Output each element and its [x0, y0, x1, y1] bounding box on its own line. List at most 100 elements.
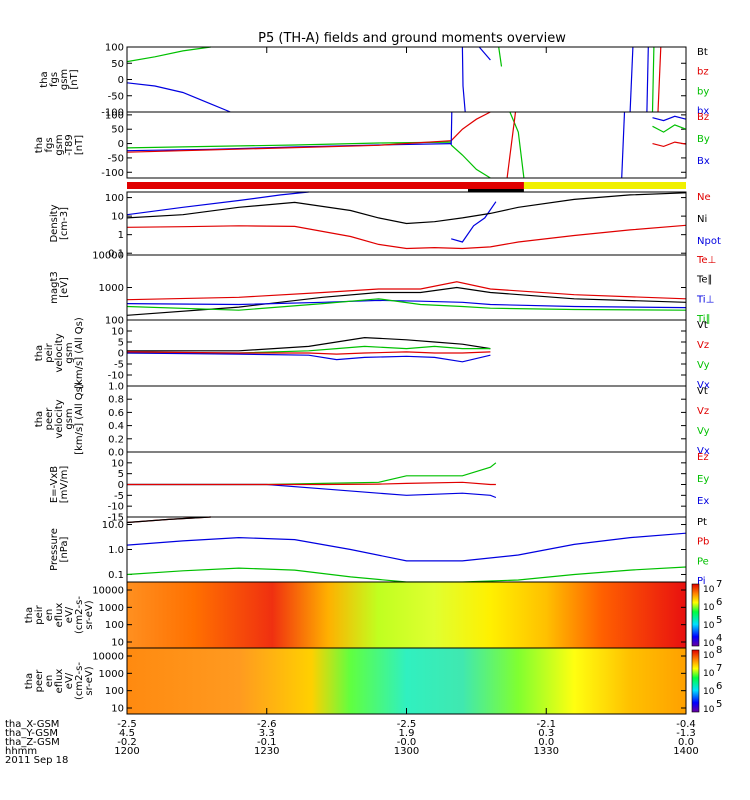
colorbar-tick-label: 10 [703, 687, 715, 697]
series-line-vz [126, 351, 491, 355]
legend-entry: Ez [697, 452, 709, 463]
series-line-vx [126, 352, 491, 363]
spectrogram-image [127, 582, 686, 648]
y-tick-label: 1000 [99, 603, 124, 614]
legend-entry: by [697, 86, 709, 97]
y-tick-label: 10 [111, 458, 124, 469]
x-tick-row-value: 1.9 [399, 728, 415, 739]
y-axis-label: [nPa] [59, 536, 70, 562]
y-tick-label: 100 [105, 193, 124, 204]
y-axis-label: eV/ [64, 672, 75, 689]
series-line-bz [657, 46, 662, 113]
series-line-ti⊥ [126, 299, 687, 309]
y-axis-label: eflux [54, 669, 65, 694]
mode-bar-segment [523, 182, 686, 189]
y-tick-label: 100 [105, 110, 124, 121]
series-line-ni [126, 192, 687, 225]
x-tick-row-value: -2.6 [257, 719, 277, 730]
legend-entry: Pb [697, 537, 709, 548]
y-axis-label: [km/s] (All Qs) [74, 317, 85, 389]
legend-entry: Vx [697, 380, 710, 391]
y-axis-label: fgs [44, 137, 55, 152]
y-axis-label: peir [44, 342, 55, 362]
x-tick-row-value: 0.3 [538, 728, 554, 739]
y-tick-label: -100 [101, 108, 124, 119]
y-tick-label: -10 [108, 371, 124, 382]
y-tick-label: -15 [108, 513, 124, 524]
series-line-bx [621, 111, 626, 179]
y-tick-label: 0 [118, 480, 124, 491]
colorbar-tick-label: 10 [703, 669, 715, 679]
x-unit-label: hhmm [5, 746, 37, 757]
series-line-bx [450, 111, 453, 146]
y-tick-label: 10000 [92, 586, 124, 597]
colorbar-tick-exponent: 5 [716, 615, 722, 626]
series-line-pt [126, 516, 211, 524]
y-tick-label: 100 [105, 686, 124, 697]
series-line-by [509, 111, 525, 179]
y-tick-label: 0 [118, 139, 124, 150]
y-axis-label: velocity [54, 333, 65, 372]
y-axis-label: gsm [59, 69, 70, 90]
y-tick-label: 0.6 [108, 408, 124, 419]
colorbar-tick-exponent: 7 [716, 579, 722, 590]
series-line-by [498, 46, 503, 67]
y-tick-label: -50 [108, 91, 124, 102]
y-axis-label: peir [34, 604, 45, 624]
legend-entry: Vz [697, 340, 709, 351]
series-line-bz [652, 141, 687, 148]
legend-entry: Npot [697, 236, 721, 247]
y-tick-label: 100 [105, 43, 124, 54]
x-tick-row-value: -2.5 [397, 719, 417, 730]
legend-entry: Vy [697, 360, 710, 371]
y-axis-label: [mV/m] [59, 466, 70, 504]
date-label: 2011 Sep 18 [5, 755, 68, 766]
series-line-pe [126, 566, 687, 583]
legend-entry: Pt [697, 517, 707, 528]
series-line-vt [127, 336, 491, 352]
colorbar-tick-label: 10 [703, 585, 715, 595]
panel-area [127, 386, 686, 452]
y-axis-label: tha [34, 137, 45, 153]
y-tick-label: 50 [111, 125, 124, 136]
y-axis-label: Pressure [49, 528, 60, 571]
y-tick-label: 10 [111, 212, 124, 223]
chart-title: P5 (TH-A) fields and ground moments over… [258, 31, 566, 46]
y-tick-label: 10.0 [102, 520, 124, 531]
y-tick-label: 100 [105, 620, 124, 631]
legend-entry: Vy [697, 426, 710, 437]
y-axis-label: eflux [54, 603, 65, 628]
legend-entry: Ex [697, 496, 709, 507]
y-tick-label: -50 [108, 153, 124, 164]
legend-entry: Vt [697, 320, 708, 331]
colorbar-tick-exponent: 6 [716, 681, 722, 692]
legend-entry: Vx [697, 446, 710, 457]
y-axis-label: tha [39, 71, 50, 87]
y-tick-label: 0 [118, 75, 124, 86]
y-tick-label: 0.1 [108, 570, 124, 581]
legend-entry: Ti∥ [696, 314, 711, 325]
mode-bar-segment [127, 182, 686, 189]
y-axis-label: (cm2-s- [74, 662, 85, 700]
y-axis-label: gsm [64, 408, 75, 429]
series-line-bx [461, 46, 466, 113]
panel-area [127, 47, 686, 112]
series-line-npot [451, 201, 497, 243]
legend-entry: Pi [697, 576, 706, 587]
y-tick-label: 0.2 [108, 434, 124, 445]
colorbar-tick-exponent: 6 [716, 597, 722, 608]
y-axis-label: en [44, 675, 55, 688]
y-axis-label: fgs [49, 72, 60, 87]
y-tick-label: -5 [114, 360, 124, 371]
x-row-label: tha_Y-GSM [5, 728, 58, 739]
x-tick-label: 1400 [673, 746, 698, 757]
series-line-by [450, 144, 491, 179]
x-tick-row-value: -0.2 [117, 737, 137, 748]
legend-entry: Vz [697, 406, 709, 417]
y-axis-label: (cm2-s- [74, 596, 85, 634]
legend-entry: bz [697, 67, 709, 78]
y-axis-label: sr-eV) [84, 600, 95, 629]
legend-entry: Ey [697, 474, 709, 485]
series-line-by [652, 124, 687, 133]
y-tick-label: 100 [105, 316, 124, 327]
